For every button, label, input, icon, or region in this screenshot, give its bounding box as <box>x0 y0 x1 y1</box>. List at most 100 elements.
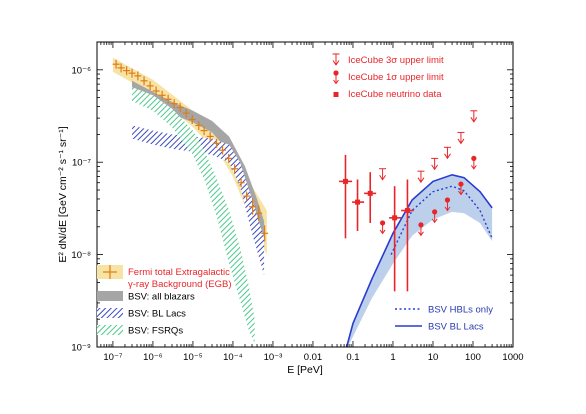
x-tick-label: 10⁻⁶ <box>143 352 163 363</box>
x-tick-label: 10⁻⁴ <box>223 352 243 363</box>
icecube-data-point <box>339 154 353 239</box>
bsv-bl-lacs-band <box>132 125 265 276</box>
icecube-data-point <box>401 179 414 292</box>
fermi-egb-point <box>134 71 142 81</box>
ul1-marker <box>444 197 451 203</box>
fermi-egb-point <box>237 178 245 188</box>
icecube-data-point <box>389 186 402 292</box>
legend-item-blue_hatch: BSV: BL Lacs <box>97 308 186 320</box>
fermi-egb-point <box>112 59 120 69</box>
legend-item-solid: BSV BL Lacs <box>395 322 484 333</box>
legend-item-ul3: IceCube 3σ upper limit <box>332 53 444 66</box>
x-tick-label: 1000 <box>502 352 523 363</box>
icecube-marker <box>342 178 348 184</box>
x-axis: 10⁻⁷ 10⁻⁶ 10⁻⁵ 10⁻⁴ 10⁻³ 0.01 0.1 1 10 100 1000 <box>96 42 524 363</box>
fermi-egb-band <box>112 57 267 255</box>
icecube-3sigma-limit <box>417 170 425 184</box>
y-tick-label: 10⁻⁷ <box>72 158 92 169</box>
legend-fermi-label: γ-ray Background (EGB) <box>128 279 231 290</box>
legend-label: BSV: all blazars <box>128 292 195 303</box>
icecube-marker <box>367 190 373 196</box>
ul1-arrow <box>458 190 464 196</box>
legend-label: IceCube 3σ upper limit <box>348 55 444 66</box>
legend-item-gray: BSV: all blazars <box>97 291 195 303</box>
ul3-arrow <box>470 117 478 123</box>
ul1-arrow <box>333 79 339 85</box>
x-tick-label: 10 <box>428 352 439 363</box>
fermi-egb-point <box>249 198 257 215</box>
x-tick-label: 0.1 <box>346 352 359 363</box>
ul3-arrow <box>431 164 439 171</box>
fermi-egb-point <box>206 131 214 141</box>
y-tick-label: 10⁻⁹ <box>71 343 91 354</box>
icecube-data-point <box>352 179 365 232</box>
fermi-egb-point <box>123 66 131 76</box>
icecube-marker <box>355 199 361 205</box>
points-layer <box>112 59 478 292</box>
fermi-egb-point <box>170 99 178 109</box>
fermi-egb-point <box>200 126 208 136</box>
lines-layer <box>345 173 493 347</box>
icecube-3sigma-limit <box>431 157 439 171</box>
x-tick-label: 100 <box>465 352 481 363</box>
legend-label: BSV HBLs only <box>428 305 493 316</box>
ul3-arrow <box>444 153 451 160</box>
legend-icecube: IceCube 3σ upper limit IceCube 1σ upper l… <box>332 53 444 100</box>
fermi-egb-point <box>182 108 190 118</box>
fermi-egb-point <box>219 145 227 155</box>
legend-item-ul1: IceCube 1σ upper limit <box>333 70 444 85</box>
icecube-1sigma-limit <box>444 197 451 212</box>
icecube-data-point <box>364 172 377 223</box>
icecube-marker <box>404 208 410 214</box>
fermi-egb-point <box>188 114 196 124</box>
ul1-arrow <box>444 206 451 212</box>
legend-item-dotted: BSV HBLs only <box>395 305 493 316</box>
legend-swatch <box>97 325 123 335</box>
icecube-3sigma-limit <box>443 146 451 160</box>
fermi-egb-point <box>213 138 221 148</box>
legend-swatch <box>97 291 123 301</box>
fermi-egb-point <box>117 63 125 73</box>
fermi-egb-point <box>176 103 184 113</box>
bsv-bl-lacs-line <box>345 173 493 347</box>
y-axis-label: E² dN/dE [GeV cm⁻² s⁻¹ sr⁻¹] <box>57 126 69 262</box>
legend-label: IceCube 1σ upper limit <box>348 72 444 83</box>
fermi-egb-point <box>146 81 154 91</box>
fermi-egb-point <box>255 205 263 222</box>
legend-label: IceCube neutrino data <box>348 89 442 100</box>
fermi-egb-point <box>152 86 160 96</box>
legend-label: BSV BL Lacs <box>428 322 484 333</box>
icecube-1sigma-limit <box>379 220 386 235</box>
icecube-3sigma-limit <box>379 168 387 181</box>
icecube-3sigma-limit <box>457 131 465 145</box>
legend-item-green_hatch: BSV: FSRQs <box>97 325 183 337</box>
x-tick-label: 10⁻⁷ <box>103 352 123 363</box>
fermi-egb-point <box>225 153 233 163</box>
icecube-marker <box>392 215 398 221</box>
fermi-egb-point <box>195 120 203 130</box>
ul1-arrow <box>379 229 386 235</box>
fermi-egb-point <box>231 164 239 174</box>
fermi-egb-point <box>164 94 172 104</box>
fermi-egb-point <box>128 68 136 78</box>
fermi-egb-point <box>140 76 148 86</box>
x-tick-label: 10⁻⁵ <box>183 352 203 363</box>
legend-item-sq: IceCube neutrino data <box>333 89 442 100</box>
legend-bsv-neutrino: BSV HBLs only BSV BL Lacs <box>395 305 493 333</box>
fermi-egb-point <box>243 191 251 201</box>
legend-label: BSV: FSRQs <box>128 326 183 337</box>
bsv-fsrqs-band <box>132 87 255 344</box>
ul1-arrow <box>431 218 438 224</box>
y-tick-label: 10⁻⁶ <box>72 65 92 76</box>
legend-fermi-label: Fermi total Extragalactic <box>128 267 230 278</box>
icecube-1sigma-limit <box>418 222 424 237</box>
plot-frame <box>96 41 514 348</box>
x-tick-label: 1 <box>390 352 395 363</box>
legend-label: BSV: BL Lacs <box>128 309 186 320</box>
icecube-1sigma-limit <box>470 155 477 170</box>
fermi-egb-point <box>158 90 166 100</box>
ul1-marker <box>432 209 438 215</box>
